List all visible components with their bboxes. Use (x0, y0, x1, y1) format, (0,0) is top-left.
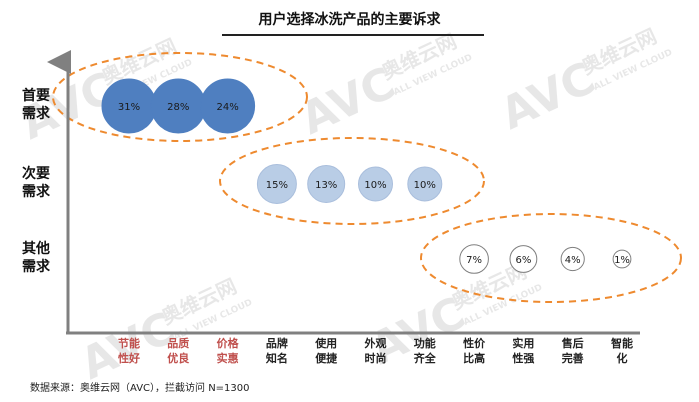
tier-ellipse-1 (52, 52, 308, 142)
x-tick-line: 齐全 (414, 351, 437, 365)
axes (47, 50, 640, 335)
x-tick-line: 外观 (364, 336, 387, 350)
x-tick-line: 性好 (118, 351, 140, 365)
bubble-label: 28% (167, 102, 189, 113)
bubble-功能齐全 (407, 166, 443, 202)
tier-ellipse-3 (420, 213, 682, 303)
y-tick-line: 其他 (22, 240, 50, 257)
y-tick-line: 次要 (22, 165, 50, 182)
chart-title: 用户选择冰洗产品的主要诉求 (258, 12, 441, 28)
bubble-label: 10% (364, 180, 386, 191)
bubbles: 31% 28% 24% 15% 13% 10% 10% 7% 6% 4% 1% (101, 78, 632, 274)
bubble-外观时尚 (358, 166, 393, 202)
title-underline (222, 34, 484, 36)
x-tick-labels: 节能性好品质优良价格实惠品牌知名使用便捷外观时尚功能齐全性价比高实用性强售后完善… (118, 336, 633, 365)
x-tick-line: 化 (617, 351, 628, 365)
x-tick-line: 节能 (118, 336, 140, 350)
y-tick-line: 需求 (22, 258, 51, 275)
x-tick-line: 使用 (314, 336, 337, 350)
bubble-价格实惠 (200, 78, 256, 134)
bubble-智能化 (612, 249, 632, 269)
x-tick-line: 知名 (265, 351, 288, 365)
x-tick-line: 时尚 (365, 351, 387, 365)
bubble-label: 13% (315, 180, 337, 191)
bubble-label: 31% (118, 102, 140, 113)
x-tick-line: 比高 (463, 351, 485, 365)
bubble-label: 4% (565, 255, 581, 266)
bubble-品牌知名 (256, 164, 297, 204)
source-note: 数据来源：奥维云网（AVC），拦截访问 N=1300 (30, 383, 250, 394)
bubble-label: 1% (614, 255, 630, 266)
bubble-label: 6% (515, 255, 531, 266)
x-tick-line: 完善 (562, 351, 584, 365)
x-tick-line: 品质 (167, 336, 189, 350)
bubble-实用性强 (509, 245, 538, 273)
x-tick-line: 价格 (217, 336, 240, 350)
x-tick-line: 智能 (611, 336, 633, 350)
x-tick-line: 性强 (512, 351, 534, 365)
bubble-label: 7% (466, 255, 482, 266)
x-tick-line: 实惠 (217, 351, 239, 365)
bubble-性价比高 (459, 244, 489, 274)
x-tick-line: 售后 (561, 336, 584, 350)
y-tick-line: 首要 (22, 87, 50, 104)
bubble-使用便捷 (307, 165, 346, 203)
x-tick-line: 功能 (414, 336, 436, 350)
x-tick-line: 实用 (512, 336, 534, 350)
bubble-售后完善 (560, 246, 585, 272)
bubble-label: 10% (414, 180, 436, 191)
tier-ellipses (52, 52, 682, 303)
x-tick-line: 品牌 (266, 336, 288, 350)
x-tick-line: 便捷 (315, 351, 338, 365)
x-tick-line: 优良 (167, 351, 189, 365)
bubble-label: 24% (216, 102, 238, 113)
bubble-label: 15% (266, 180, 288, 191)
x-tick-智能化: 智能化 (611, 336, 633, 365)
y-tick-line: 需求 (22, 105, 51, 122)
y-tick-line: 需求 (22, 183, 51, 200)
tier-ellipse-2 (219, 137, 485, 225)
x-tick-line: 性价 (463, 336, 486, 350)
